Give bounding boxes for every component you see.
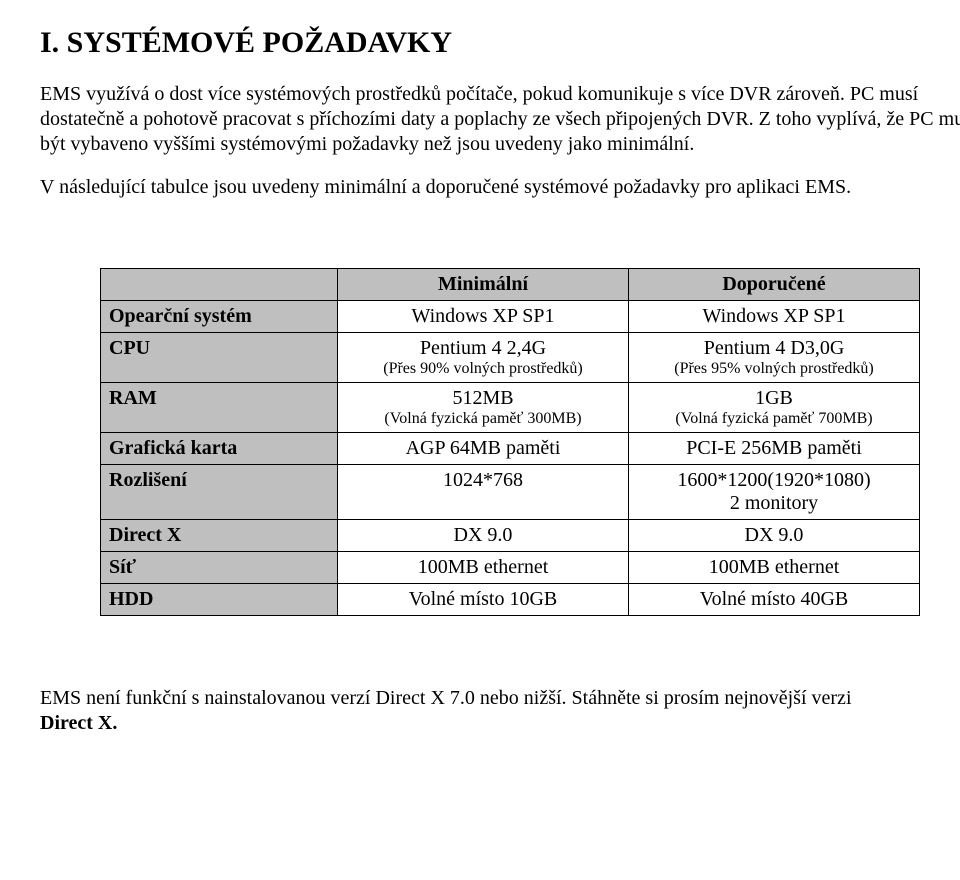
row-res-min: 1024*768 [338, 465, 629, 520]
row-ram-rec-sub: (Volná fyzická paměť 700MB) [637, 410, 911, 428]
intro-paragraph-2: V následující tabulce jsou uvedeny minim… [40, 175, 960, 200]
row-res-rec: 1600*1200(1920*1080) 2 monitory [629, 465, 920, 520]
row-hdd-min: Volné místo 10GB [338, 584, 629, 616]
row-gpu-label: Grafická karta [101, 433, 338, 465]
row-os-min: Windows XP SP1 [338, 301, 629, 333]
row-cpu-min: Pentium 4 2,4G (Přes 90% volných prostře… [338, 333, 629, 383]
table-row: Opearční systém Windows XP SP1 Windows X… [101, 301, 920, 333]
row-dx-rec: DX 9.0 [629, 520, 920, 552]
table-header-row: Minimální Doporučené [101, 269, 920, 301]
section-heading: I. SYSTÉMOVÉ POŽADAVKY [40, 26, 960, 60]
row-gpu-min: AGP 64MB paměti [338, 433, 629, 465]
footer-text-b: Direct X. [40, 712, 117, 734]
requirements-table: Minimální Doporučené Opearční systém Win… [100, 268, 920, 616]
header-blank [101, 269, 338, 301]
row-gpu-rec: PCI-E 256MB paměti [629, 433, 920, 465]
row-cpu-min-sub: (Přes 90% volných prostředků) [346, 360, 620, 378]
row-res-rec-main: 1600*1200(1920*1080) [677, 469, 870, 491]
row-dx-label: Direct X [101, 520, 338, 552]
row-cpu-min-main: Pentium 4 2,4G [420, 337, 546, 359]
row-ram-rec-main: 1GB [755, 387, 793, 409]
row-hdd-rec: Volné místo 40GB [629, 584, 920, 616]
row-res-label: Rozlišení [101, 465, 338, 520]
row-ram-min-sub: (Volná fyzická paměť 300MB) [346, 410, 620, 428]
row-os-label: Opearční systém [101, 301, 338, 333]
table-row: Síť 100MB ethernet 100MB ethernet [101, 552, 920, 584]
table-row: HDD Volné místo 10GB Volné místo 40GB [101, 584, 920, 616]
row-ram-rec: 1GB (Volná fyzická paměť 700MB) [629, 383, 920, 433]
row-hdd-label: HDD [101, 584, 338, 616]
row-net-min: 100MB ethernet [338, 552, 629, 584]
row-net-label: Síť [101, 552, 338, 584]
spacer [40, 646, 960, 686]
row-cpu-label: CPU [101, 333, 338, 383]
row-cpu-rec-main: Pentium 4 D3,0G [704, 337, 845, 359]
row-net-rec: 100MB ethernet [629, 552, 920, 584]
table-row: CPU Pentium 4 2,4G (Přes 90% volných pro… [101, 333, 920, 383]
header-rec: Doporučené [629, 269, 920, 301]
header-min: Minimální [338, 269, 629, 301]
row-ram-min-main: 512MB [452, 387, 513, 409]
row-ram-label: RAM [101, 383, 338, 433]
row-cpu-rec: Pentium 4 D3,0G (Přes 95% volných prostř… [629, 333, 920, 383]
intro-paragraph-1: EMS využívá o dost více systémových pros… [40, 82, 960, 157]
table-row: Rozlišení 1024*768 1600*1200(1920*1080) … [101, 465, 920, 520]
row-dx-min: DX 9.0 [338, 520, 629, 552]
footer-paragraph: EMS není funkční s nainstalovanou verzí … [40, 686, 960, 736]
row-ram-min: 512MB (Volná fyzická paměť 300MB) [338, 383, 629, 433]
spacer [40, 218, 960, 258]
table-row: Direct X DX 9.0 DX 9.0 [101, 520, 920, 552]
footer-text-a: EMS není funkční s nainstalovanou verzí … [40, 687, 852, 709]
table-row: Grafická karta AGP 64MB paměti PCI-E 256… [101, 433, 920, 465]
row-os-rec: Windows XP SP1 [629, 301, 920, 333]
row-cpu-rec-sub: (Přes 95% volných prostředků) [637, 360, 911, 378]
row-res-rec-sub: 2 monitory [637, 492, 911, 515]
table-row: RAM 512MB (Volná fyzická paměť 300MB) 1G… [101, 383, 920, 433]
